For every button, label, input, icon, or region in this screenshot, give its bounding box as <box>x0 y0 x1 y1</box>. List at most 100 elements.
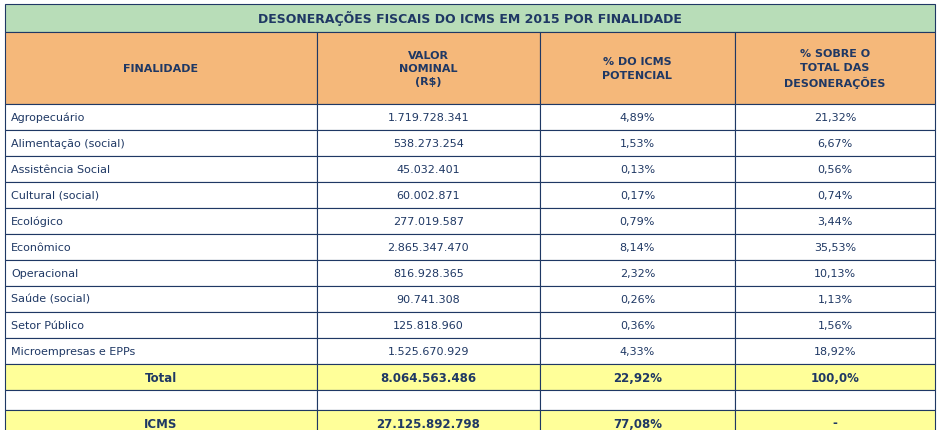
Text: FINALIDADE: FINALIDADE <box>123 64 198 74</box>
Bar <box>735 390 935 410</box>
Bar <box>5 261 317 286</box>
Text: 538.273.254: 538.273.254 <box>393 139 463 149</box>
Bar <box>317 157 540 183</box>
Bar <box>540 209 735 234</box>
Text: % DO ICMS
POTENCIAL: % DO ICMS POTENCIAL <box>603 57 672 80</box>
Bar <box>540 157 735 183</box>
Bar <box>5 183 317 209</box>
Bar <box>540 410 735 430</box>
Text: 45.032.401: 45.032.401 <box>397 165 460 175</box>
Text: 18,92%: 18,92% <box>814 346 856 356</box>
Bar <box>5 410 317 430</box>
Text: Alimentação (social): Alimentação (social) <box>11 139 125 149</box>
Bar <box>317 261 540 286</box>
Text: Total: Total <box>145 371 177 384</box>
Bar <box>5 5 935 33</box>
Bar <box>540 338 735 364</box>
Bar <box>540 390 735 410</box>
Text: 8,14%: 8,14% <box>619 243 655 252</box>
Text: Ecológico: Ecológico <box>11 216 64 227</box>
Text: 100,0%: 100,0% <box>810 371 859 384</box>
Bar <box>735 286 935 312</box>
Bar <box>5 312 317 338</box>
Bar <box>540 183 735 209</box>
Bar <box>5 157 317 183</box>
Bar <box>735 33 935 105</box>
Text: 4,89%: 4,89% <box>619 113 655 123</box>
Bar <box>540 312 735 338</box>
Bar <box>5 286 317 312</box>
Bar <box>735 157 935 183</box>
Text: 1.719.728.341: 1.719.728.341 <box>387 113 469 123</box>
Text: 2.865.347.470: 2.865.347.470 <box>387 243 469 252</box>
Text: Operacional: Operacional <box>11 268 78 278</box>
Bar <box>317 234 540 261</box>
Text: Microempresas e EPPs: Microempresas e EPPs <box>11 346 135 356</box>
Bar <box>540 261 735 286</box>
Bar <box>317 312 540 338</box>
Text: Assistência Social: Assistência Social <box>11 165 110 175</box>
Text: 277.019.587: 277.019.587 <box>393 216 463 227</box>
Text: 125.818.960: 125.818.960 <box>393 320 463 330</box>
Bar <box>5 209 317 234</box>
Bar <box>317 338 540 364</box>
Bar <box>5 338 317 364</box>
Text: 816.928.365: 816.928.365 <box>393 268 463 278</box>
Bar <box>317 390 540 410</box>
Text: Agropecuário: Agropecuário <box>11 113 86 123</box>
Bar <box>317 410 540 430</box>
Text: 0,26%: 0,26% <box>619 294 655 304</box>
Bar <box>735 209 935 234</box>
Bar <box>735 338 935 364</box>
Bar <box>735 234 935 261</box>
Text: 0,13%: 0,13% <box>619 165 655 175</box>
Bar <box>735 261 935 286</box>
Text: 27.125.892.798: 27.125.892.798 <box>376 417 480 430</box>
Text: 3,44%: 3,44% <box>818 216 853 227</box>
Text: 0,56%: 0,56% <box>818 165 853 175</box>
Bar <box>317 105 540 131</box>
Bar <box>540 131 735 157</box>
Text: 10,13%: 10,13% <box>814 268 856 278</box>
Text: Econômico: Econômico <box>11 243 71 252</box>
Text: Saúde (social): Saúde (social) <box>11 294 90 304</box>
Bar <box>5 364 317 390</box>
Bar <box>317 131 540 157</box>
Text: 4,33%: 4,33% <box>619 346 655 356</box>
Bar <box>317 183 540 209</box>
Text: Cultural (social): Cultural (social) <box>11 190 99 200</box>
Text: DESONERAÇÕES FISCAIS DO ICMS EM 2015 POR FINALIDADE: DESONERAÇÕES FISCAIS DO ICMS EM 2015 POR… <box>258 12 682 26</box>
Bar <box>735 105 935 131</box>
Text: 77,08%: 77,08% <box>613 417 662 430</box>
Text: 0,74%: 0,74% <box>818 190 853 200</box>
Bar <box>5 33 317 105</box>
Text: 0,36%: 0,36% <box>619 320 655 330</box>
Bar <box>317 209 540 234</box>
Bar <box>540 105 735 131</box>
Bar <box>540 33 735 105</box>
Text: 21,32%: 21,32% <box>814 113 856 123</box>
Bar <box>317 286 540 312</box>
Text: 1,56%: 1,56% <box>818 320 853 330</box>
Text: 90.741.308: 90.741.308 <box>397 294 460 304</box>
Text: 1.525.670.929: 1.525.670.929 <box>387 346 469 356</box>
Text: VALOR
NOMINAL
(R$): VALOR NOMINAL (R$) <box>399 51 458 87</box>
Bar <box>735 364 935 390</box>
Text: 2,32%: 2,32% <box>619 268 655 278</box>
Text: ICMS: ICMS <box>144 417 178 430</box>
Text: % SOBRE O
TOTAL DAS
DESONERAÇÕES: % SOBRE O TOTAL DAS DESONERAÇÕES <box>784 49 885 89</box>
Text: 0,79%: 0,79% <box>619 216 655 227</box>
Bar <box>5 105 317 131</box>
Text: Setor Público: Setor Público <box>11 320 84 330</box>
Bar <box>735 183 935 209</box>
Bar <box>317 364 540 390</box>
Text: 60.002.871: 60.002.871 <box>397 190 460 200</box>
Bar <box>735 312 935 338</box>
Bar <box>540 234 735 261</box>
Bar <box>735 131 935 157</box>
Text: 1,13%: 1,13% <box>818 294 853 304</box>
Bar <box>5 390 317 410</box>
Text: 22,92%: 22,92% <box>613 371 662 384</box>
Text: 8.064.563.486: 8.064.563.486 <box>380 371 477 384</box>
Text: 6,67%: 6,67% <box>818 139 853 149</box>
